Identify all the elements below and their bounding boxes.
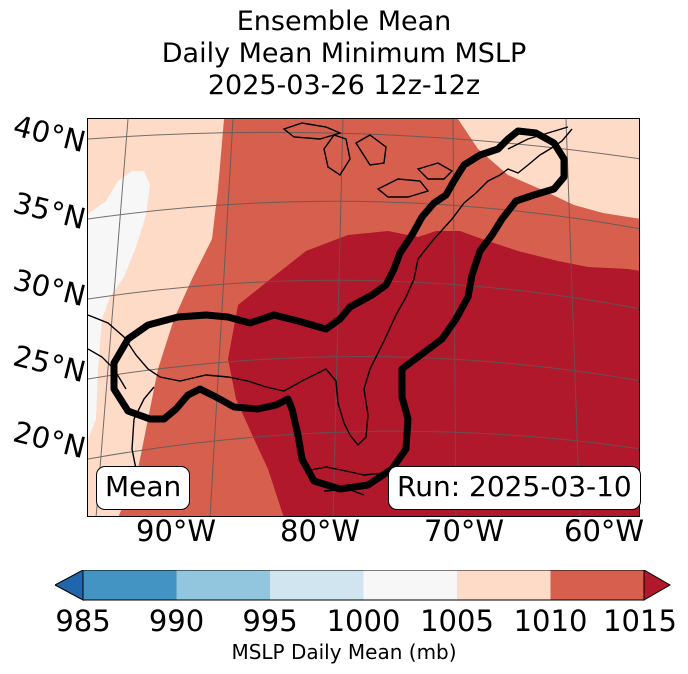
- colorbar-bin-1010-1015: [550, 570, 644, 600]
- coastlines: [88, 122, 573, 498]
- lon-label-70: 70°W: [424, 514, 505, 548]
- lat-label-25: 25°N: [9, 338, 90, 390]
- colorbar-tick-1010: 1010: [513, 604, 588, 638]
- colorbar-tick-1000: 1000: [326, 604, 401, 638]
- lon-label-60: 60°W: [564, 514, 645, 548]
- mean-badge: Mean: [96, 466, 191, 510]
- ensemble-contour: [110, 127, 568, 493]
- colorbar-extend-high: [643, 570, 671, 601]
- colorbar-tick-995: 995: [242, 604, 298, 638]
- colorbar-bin-985-990: [83, 570, 177, 600]
- colorbar-frame: [82, 570, 645, 601]
- map-panel: [87, 118, 640, 517]
- chart-title-line-1: Ensemble Mean: [236, 6, 452, 37]
- field-1000-1005-west: [88, 171, 150, 439]
- colorbar-tick-990: 990: [148, 604, 205, 638]
- lat-label-20: 20°N: [9, 414, 90, 466]
- field-above-1015: [228, 231, 639, 516]
- lat-label-30: 30°N: [9, 262, 90, 314]
- lat-label-40: 40°N: [9, 108, 90, 160]
- lon-label-90: 90°W: [136, 514, 217, 548]
- lon-label-80: 80°W: [280, 514, 361, 548]
- colorbar-extend-low: [55, 570, 84, 601]
- colorbar-tick-1015: 1015: [603, 604, 677, 638]
- chart-title-line-2: Daily Mean Minimum MSLP: [161, 38, 527, 69]
- colorbar-bin-1005-1010: [457, 570, 551, 600]
- colorbar-tick-985: 985: [55, 604, 111, 638]
- colorbar-bin-995-1000: [270, 570, 364, 600]
- colorbar-bin-990-995: [176, 570, 270, 600]
- colorbar: [55, 570, 671, 601]
- run-date-badge: Run: 2025-03-10: [388, 466, 641, 510]
- map-canvas: [88, 119, 639, 516]
- colorbar-tick-1005: 1005: [420, 604, 494, 638]
- colorbar-bin-1000-1005: [363, 570, 457, 600]
- colorbar-label: MSLP Daily Mean (mb): [231, 640, 457, 664]
- chart-title-line-3: 2025-03-26 12z-12z: [207, 70, 481, 101]
- lat-label-35: 35°N: [9, 185, 90, 237]
